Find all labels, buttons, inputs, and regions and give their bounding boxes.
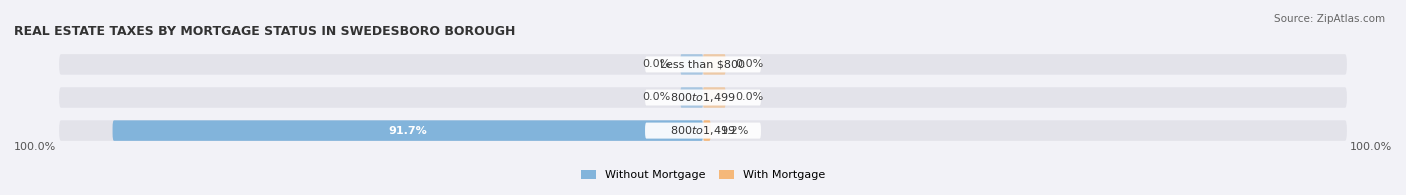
Text: Less than $800: Less than $800	[661, 59, 745, 69]
FancyBboxPatch shape	[59, 54, 1347, 75]
FancyBboxPatch shape	[703, 54, 725, 75]
Text: 100.0%: 100.0%	[1350, 142, 1392, 152]
Text: 1.2%: 1.2%	[720, 126, 749, 136]
FancyBboxPatch shape	[112, 120, 703, 141]
Text: 0.0%: 0.0%	[643, 92, 671, 103]
Legend: Without Mortgage, With Mortgage: Without Mortgage, With Mortgage	[576, 165, 830, 185]
FancyBboxPatch shape	[703, 87, 725, 108]
FancyBboxPatch shape	[59, 87, 1347, 108]
Text: 0.0%: 0.0%	[735, 59, 763, 69]
Text: 0.0%: 0.0%	[735, 92, 763, 103]
Text: $800 to $1,499: $800 to $1,499	[671, 124, 735, 137]
FancyBboxPatch shape	[703, 120, 710, 141]
Text: 0.0%: 0.0%	[643, 59, 671, 69]
FancyBboxPatch shape	[681, 87, 703, 108]
FancyBboxPatch shape	[645, 123, 761, 139]
Text: Source: ZipAtlas.com: Source: ZipAtlas.com	[1274, 14, 1385, 24]
Text: 91.7%: 91.7%	[388, 126, 427, 136]
FancyBboxPatch shape	[645, 56, 761, 72]
Text: 100.0%: 100.0%	[14, 142, 56, 152]
Text: $800 to $1,499: $800 to $1,499	[671, 91, 735, 104]
FancyBboxPatch shape	[645, 90, 761, 105]
Text: REAL ESTATE TAXES BY MORTGAGE STATUS IN SWEDESBORO BOROUGH: REAL ESTATE TAXES BY MORTGAGE STATUS IN …	[14, 25, 516, 38]
FancyBboxPatch shape	[681, 54, 703, 75]
FancyBboxPatch shape	[59, 120, 1347, 141]
